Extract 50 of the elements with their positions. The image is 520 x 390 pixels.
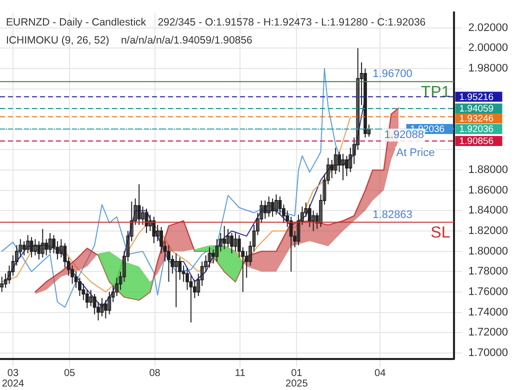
candlestick bbox=[208, 246, 212, 268]
y-tick-label: 1.88000 bbox=[468, 164, 508, 176]
candlestick bbox=[59, 238, 63, 258]
y-tick-label: 2.00000 bbox=[468, 42, 508, 54]
x-tick-label: 08 bbox=[149, 368, 161, 379]
ref-line-label: 1.93246 bbox=[459, 114, 494, 125]
candlestick bbox=[0, 276, 4, 292]
candlestick bbox=[48, 232, 52, 254]
x-tick-label: 03 2024 bbox=[2, 368, 25, 390]
candlestick bbox=[89, 289, 93, 307]
x-tick-label: 05 bbox=[64, 368, 76, 379]
candlestick bbox=[141, 206, 144, 226]
y-tick-label: 1.80000 bbox=[468, 245, 508, 258]
y-tick-label: 1.78000 bbox=[468, 266, 508, 278]
ref-line-label: 1.92036 bbox=[459, 124, 494, 136]
ref-line-label: 1.94059 bbox=[459, 104, 494, 115]
candlestick bbox=[226, 228, 230, 248]
ref-line-label: 1.90856 bbox=[459, 136, 494, 148]
y-tick-label: 2.02000 bbox=[468, 22, 508, 34]
y-tick-label: 1.84000 bbox=[468, 204, 508, 217]
y-tick-label: 1.70000 bbox=[468, 346, 508, 359]
chart-title: EURNZD - Daily - Candlestick 292/345 - O:1.91578 - H:1.92473 - L:1.91280 - C:1.92036 bbox=[6, 16, 426, 29]
candlestick bbox=[334, 147, 338, 175]
y-tick-label: 1.76000 bbox=[468, 286, 508, 298]
candlestick bbox=[174, 252, 178, 308]
annotation: At Price bbox=[396, 147, 435, 160]
ref-line-label: 1.95216 bbox=[459, 92, 494, 103]
text: ICHIMOKU (9, 26, 52) n/a/n/a/n/a/1.94059/1.90856 bbox=[6, 34, 252, 47]
y-tick-label: 1.86000 bbox=[468, 184, 508, 196]
candlestick bbox=[234, 232, 238, 252]
x-tick-label: 04 bbox=[374, 368, 386, 379]
ref-line-label: TP1 bbox=[420, 84, 450, 102]
candlestick bbox=[267, 196, 271, 218]
candlestick bbox=[26, 234, 30, 254]
y-tick-label: 1.72000 bbox=[468, 326, 508, 339]
x-tick-label: 11 bbox=[234, 368, 246, 379]
candlestick bbox=[100, 298, 104, 317]
candlestick bbox=[341, 153, 345, 181]
x-tick-label: 01 2025 bbox=[286, 368, 308, 390]
candlestick bbox=[34, 238, 37, 256]
annotation: 1.92088 bbox=[384, 129, 424, 142]
y-tick-label: 1.74000 bbox=[468, 306, 508, 318]
annotation: 1.96700 bbox=[372, 68, 412, 80]
ref-line-label: SL bbox=[430, 224, 450, 242]
candlestick bbox=[40, 228, 44, 258]
candlestick bbox=[312, 210, 316, 232]
y-tick-label: 1.82000 bbox=[468, 225, 508, 238]
candlestick bbox=[274, 194, 278, 216]
y-tick-label: 1.98000 bbox=[468, 62, 508, 74]
annotation: 1.82863 bbox=[372, 208, 412, 221]
